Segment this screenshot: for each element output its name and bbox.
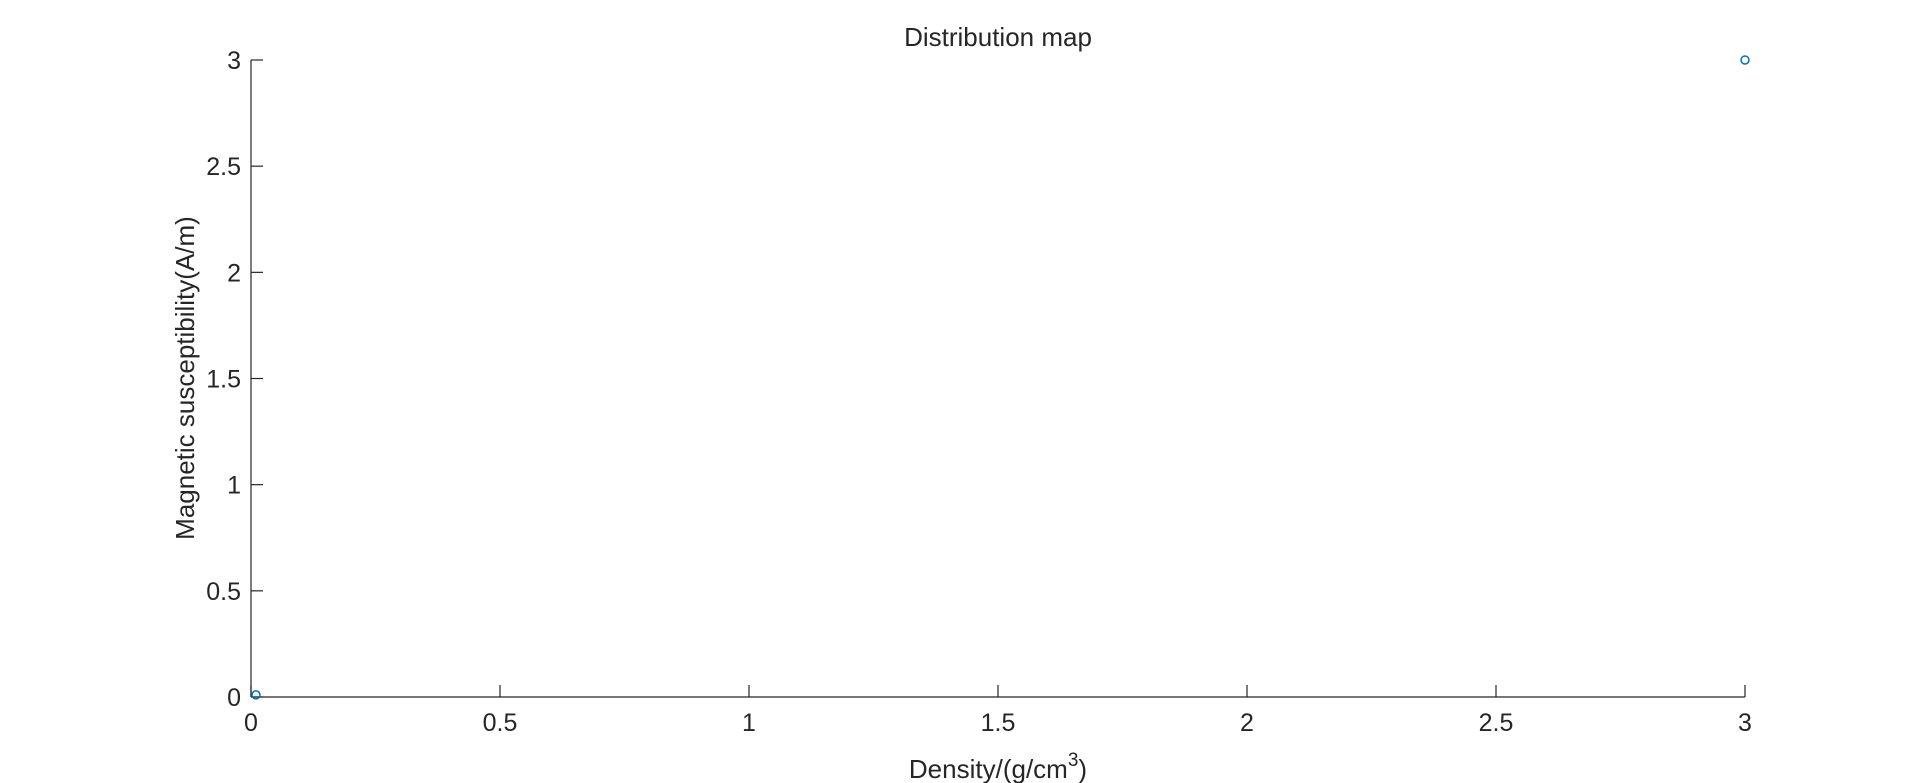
data-point <box>1740 55 1750 65</box>
y-tick-label: 3 <box>227 47 241 75</box>
x-axis-label: Density/(g/cm3) <box>909 750 1087 783</box>
x-tick-label: 1.5 <box>981 709 1016 737</box>
y-tick-label: 2.5 <box>206 153 241 181</box>
y-tick-label: 1 <box>227 472 241 500</box>
x-tick-label: 0.5 <box>483 709 518 737</box>
y-tick-label: 1.5 <box>206 366 241 394</box>
data-point <box>251 690 261 700</box>
chart-title: Distribution map <box>904 22 1092 52</box>
x-ticks: 0 0.5 1 1.5 2 2.5 3 <box>244 685 1752 737</box>
y-ticks: 0 0.5 1 1.5 2 2.5 3 <box>206 47 263 712</box>
x-tick-label: 1 <box>742 709 756 737</box>
data-points <box>251 55 1750 700</box>
x-axis-label-superscript: 3 <box>1068 750 1079 771</box>
x-tick-label: 2 <box>1240 709 1254 737</box>
y-axis-label: Magnetic susceptibility(A/m) <box>170 216 200 540</box>
x-tick-label: 0 <box>244 709 258 737</box>
y-tick-label: 0.5 <box>206 578 241 606</box>
y-tick-label: 0 <box>227 684 241 712</box>
x-tick-label: 2.5 <box>1479 709 1514 737</box>
axes <box>250 60 1745 698</box>
x-axis-label-suffix: ) <box>1078 754 1087 783</box>
y-tick-label: 2 <box>227 259 241 287</box>
x-tick-label: 3 <box>1738 709 1752 737</box>
x-axis-label-text: Density/(g/cm <box>909 754 1068 783</box>
